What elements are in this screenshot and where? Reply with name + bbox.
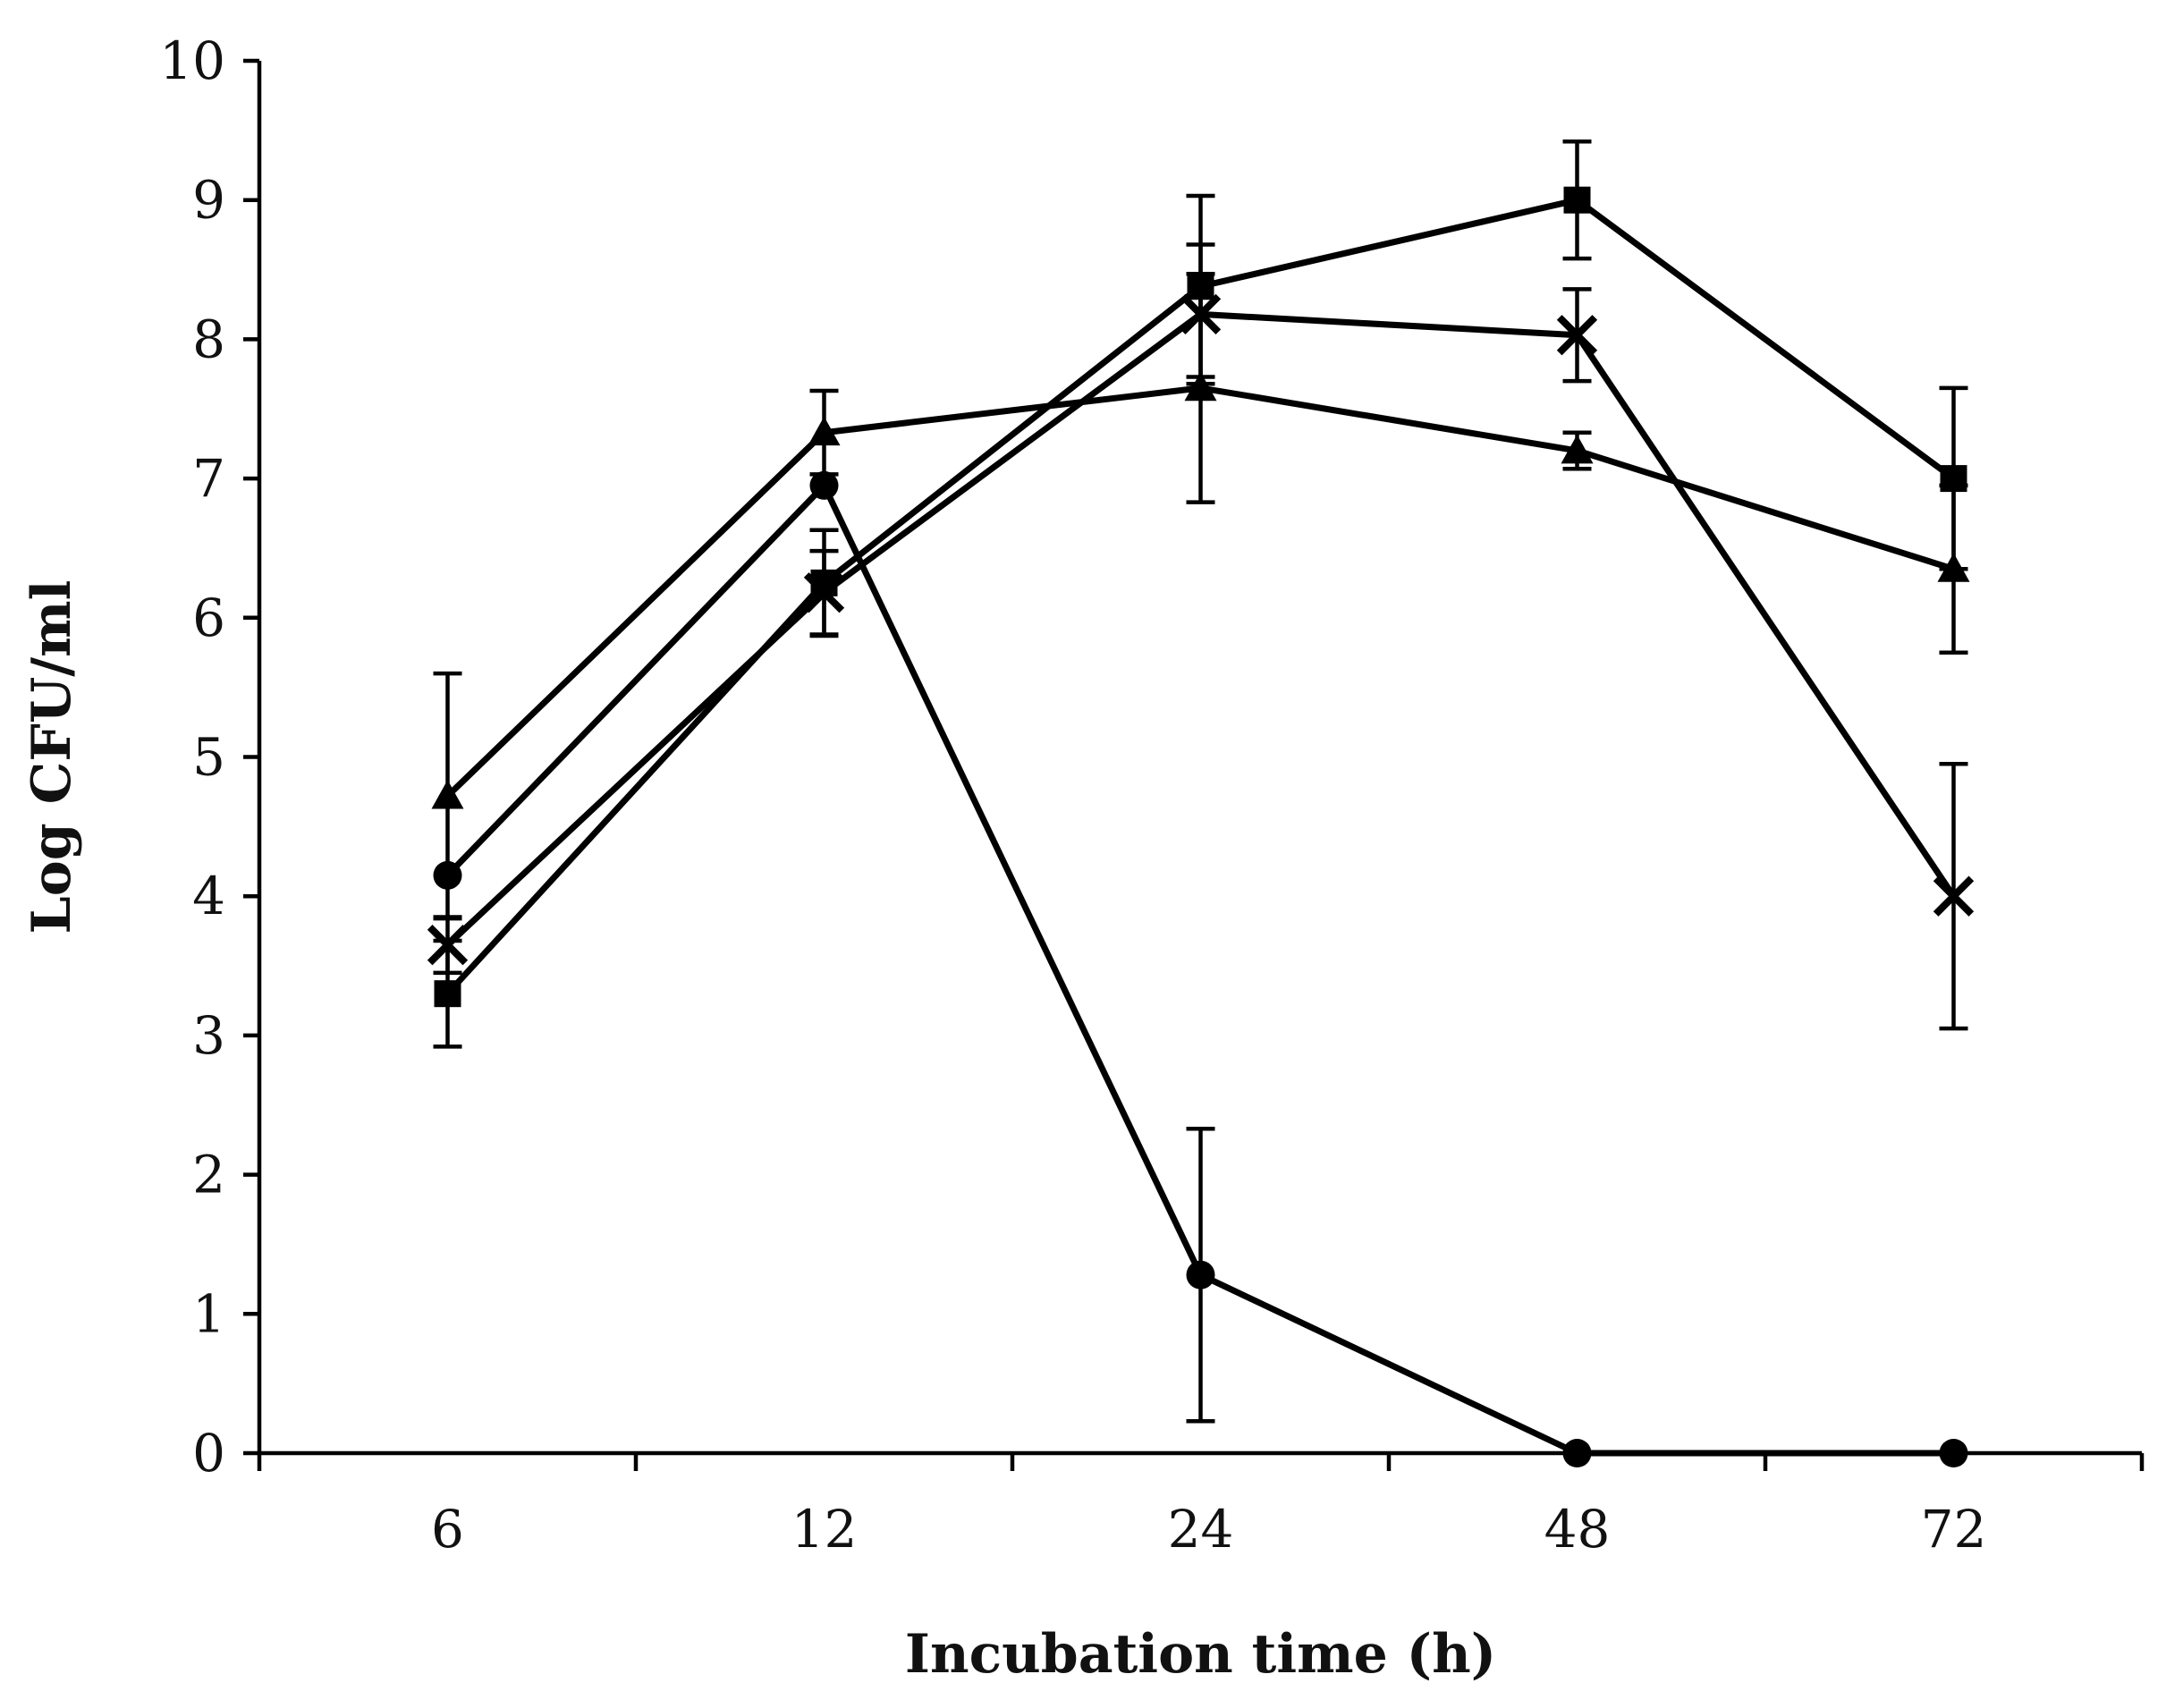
x-axis-ticks: 6 12 24 48 72	[257, 1453, 2145, 1560]
y-tick-label: 8	[192, 309, 225, 369]
data-point-cross	[1556, 315, 1598, 356]
data-point-cross-stroke	[1180, 293, 1222, 335]
data-point-cross-stroke	[1556, 315, 1598, 356]
y-axis-ticks: 0 1 2 3 4 5 6 7 8 9 10	[159, 30, 259, 1484]
y-tick-label: 1	[192, 1283, 225, 1344]
data-point-cross-stroke	[427, 925, 469, 966]
y-tick-label: 0	[192, 1423, 225, 1484]
data-point-triangle	[1561, 434, 1594, 464]
y-tick-label: 7	[192, 448, 225, 509]
data-point-cross-stroke	[1933, 875, 1975, 917]
data-point-square	[1940, 465, 1967, 493]
y-tick-label: 4	[192, 866, 225, 926]
y-tick-label: 2	[192, 1145, 225, 1205]
y-tick-label: 5	[192, 727, 225, 788]
data-point-triangle	[431, 780, 464, 809]
x-tick-label: 72	[1921, 1499, 1987, 1560]
data-point-triangle	[808, 416, 841, 446]
y-tick-label: 10	[159, 30, 225, 91]
data-point-cross	[1933, 875, 1975, 917]
series-markers	[427, 186, 1975, 1467]
data-point-circle	[433, 860, 462, 890]
x-tick-label: 48	[1544, 1499, 1611, 1560]
data-point-square	[1563, 186, 1591, 214]
data-point-triangle	[1937, 553, 1970, 582]
y-tick-label: 9	[192, 170, 225, 231]
y-tick-label: 3	[192, 1005, 225, 1066]
x-tick-label: 6	[431, 1499, 464, 1560]
data-point-circle	[1186, 1260, 1215, 1289]
data-point-circle	[809, 470, 839, 500]
y-tick-label: 6	[192, 588, 225, 648]
x-tick-label: 24	[1168, 1499, 1234, 1560]
error-bars	[433, 140, 1968, 1424]
data-point-square	[434, 980, 461, 1008]
data-point-cross	[427, 925, 469, 966]
data-point-circle	[1939, 1439, 1968, 1467]
data-point-triangle	[1184, 371, 1217, 402]
data-point-square	[1187, 273, 1214, 300]
x-tick-label: 12	[791, 1499, 858, 1560]
data-point-cross	[1180, 293, 1222, 335]
data-point-cross	[803, 572, 845, 613]
x-axis-title: Incubation time (h)	[905, 1623, 1496, 1686]
y-axis-title: Log CFU/ml	[21, 580, 83, 934]
data-point-cross-stroke	[803, 572, 845, 613]
data-point-circle	[1562, 1439, 1592, 1467]
